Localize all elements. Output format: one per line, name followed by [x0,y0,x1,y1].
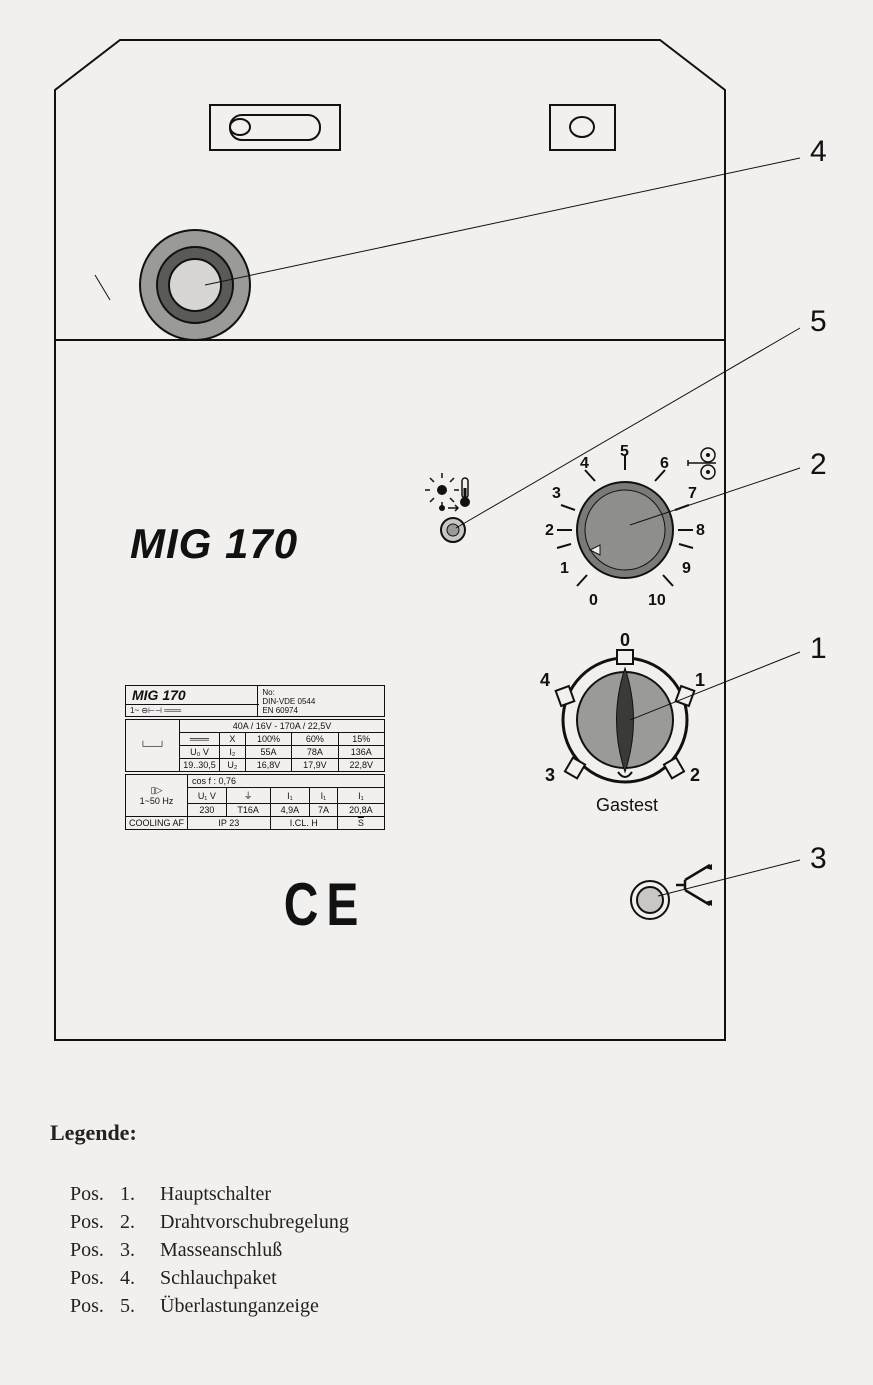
plate-m4: 20,8A [337,804,384,817]
plate-i2: 78A [292,746,338,759]
plate-m3: 7A [310,804,338,817]
overload-indicator [425,473,470,542]
plate-uvr: 19..30,5 [180,759,220,772]
plate-i1: 55A [245,746,291,759]
plate-m0: 230 [188,804,227,817]
ce-mark: CE [280,870,357,939]
plate-ip: IP 23 [188,817,271,830]
callout-4: 4 [810,135,827,169]
dial-0: 0 [589,592,598,610]
sel-0: 0 [620,630,630,651]
rating-plate: MIG 170 No: DIN-VDE 0544 EN 60974 1~ ⊖⊢⊣… [125,685,385,830]
dial-10: 10 [648,592,666,610]
plate-mh3: I₁ [310,788,338,804]
plate-dc3: 15% [338,733,384,746]
callout-2: 2 [810,448,827,482]
main-switch[interactable] [556,650,695,782]
plate-u0: U₂ [220,759,246,772]
dial-5: 5 [620,443,629,461]
dial-4: 4 [580,455,589,473]
ground-connector[interactable] [631,864,712,919]
device-diagram: 0 1 2 3 4 5 6 7 8 9 10 0 1 2 3 4 Gastest… [40,30,740,1050]
plate-dc1: 100% [245,733,291,746]
plate-u3: 22,8V [338,759,384,772]
dial-6: 6 [660,455,669,473]
legend: Legende: Pos.1.Hauptschalter Pos.2.Draht… [50,1120,349,1320]
plate-uv: U₀ V [180,746,220,759]
dial-9: 9 [682,560,691,578]
dial-2: 2 [545,522,554,540]
sel-1: 1 [695,670,705,691]
legend-row: Pos.3.Masseanschluß [50,1236,349,1264]
legend-row: Pos.2.Drahtvorschubregelung [50,1208,349,1236]
plate-i0: I₂ [220,746,246,759]
sel-2: 2 [690,765,700,786]
plate-std1: EN 60974 [262,706,298,715]
callout-3: 3 [810,842,827,876]
plate-m2: 4,9A [270,804,309,817]
legend-title: Legende: [50,1120,349,1146]
dial-8: 8 [696,522,705,540]
plate-model: MIG 170 [126,686,258,705]
plate-std0: DIN-VDE 0544 [262,697,315,706]
plate-dc2: 60% [292,733,338,746]
callout-5: 5 [810,305,827,339]
plate-dc0: X [220,733,246,746]
dial-1: 1 [560,560,569,578]
plate-u1: 16,8V [245,759,291,772]
page: 0 1 2 3 4 5 6 7 8 9 10 0 1 2 3 4 Gastest… [40,30,833,1355]
plate-range: 40A / 16V - 170A / 22,5V [180,720,385,733]
plate-cos: cos f : 0,76 [188,775,385,788]
sel-3: 3 [545,765,555,786]
legend-row: Pos.4.Schlauchpaket [50,1264,349,1292]
plate-mh2: I₁ [270,788,309,804]
dial-3: 3 [552,485,561,503]
plate-mh4: I₁ [337,788,384,804]
dial-7: 7 [688,485,697,503]
callout-1: 1 [810,632,827,666]
plate-i3: 136A [338,746,384,759]
legend-row: Pos.1.Hauptschalter [50,1180,349,1208]
gastest-label: Gastest [596,795,658,816]
plate-u2: 17,9V [292,759,338,772]
plate-cool: COOLING AF [126,817,188,830]
plate-mh1: ⏚ [226,788,270,804]
plate-mh0: U₁ V [188,788,227,804]
model-label: MIG 170 [130,520,298,568]
plate-hz: 1~50 Hz [140,796,174,806]
sel-4: 4 [540,670,550,691]
plate-s: S [337,817,384,830]
plate-m1: T16A [226,804,270,817]
legend-row: Pos.5.Überlastunganzeige [50,1292,349,1320]
plate-cl: I.CL. H [270,817,337,830]
